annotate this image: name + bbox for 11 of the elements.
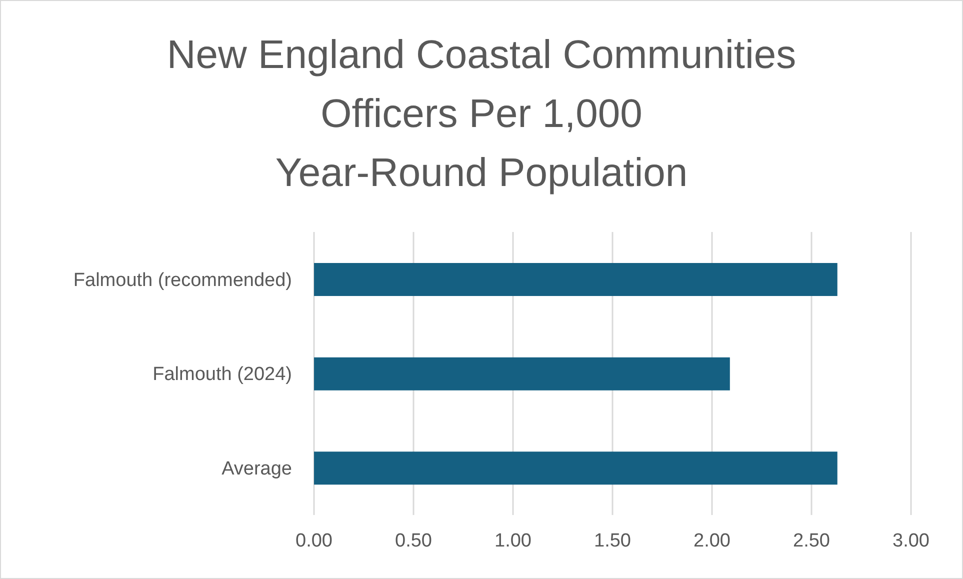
y-tick-label: Average bbox=[222, 458, 292, 480]
chart-title: New England Coastal Communities Officers Per 1,000 Year-Round Population bbox=[166, 32, 798, 197]
y-tick-label: Falmouth (recommended) bbox=[73, 270, 292, 291]
x-tick-label: 1.00 bbox=[494, 530, 532, 552]
y-tick-label: Falmouth (2024) bbox=[152, 364, 292, 386]
x-tick-label: 2.00 bbox=[694, 530, 730, 552]
x-tick-label: 3.00 bbox=[892, 530, 930, 552]
x-tick-label: 0.50 bbox=[395, 530, 432, 552]
x-tick-label: 0.00 bbox=[296, 530, 332, 552]
x-tick-label: 1.50 bbox=[594, 530, 631, 552]
x-tick-label: 2.50 bbox=[793, 530, 830, 552]
